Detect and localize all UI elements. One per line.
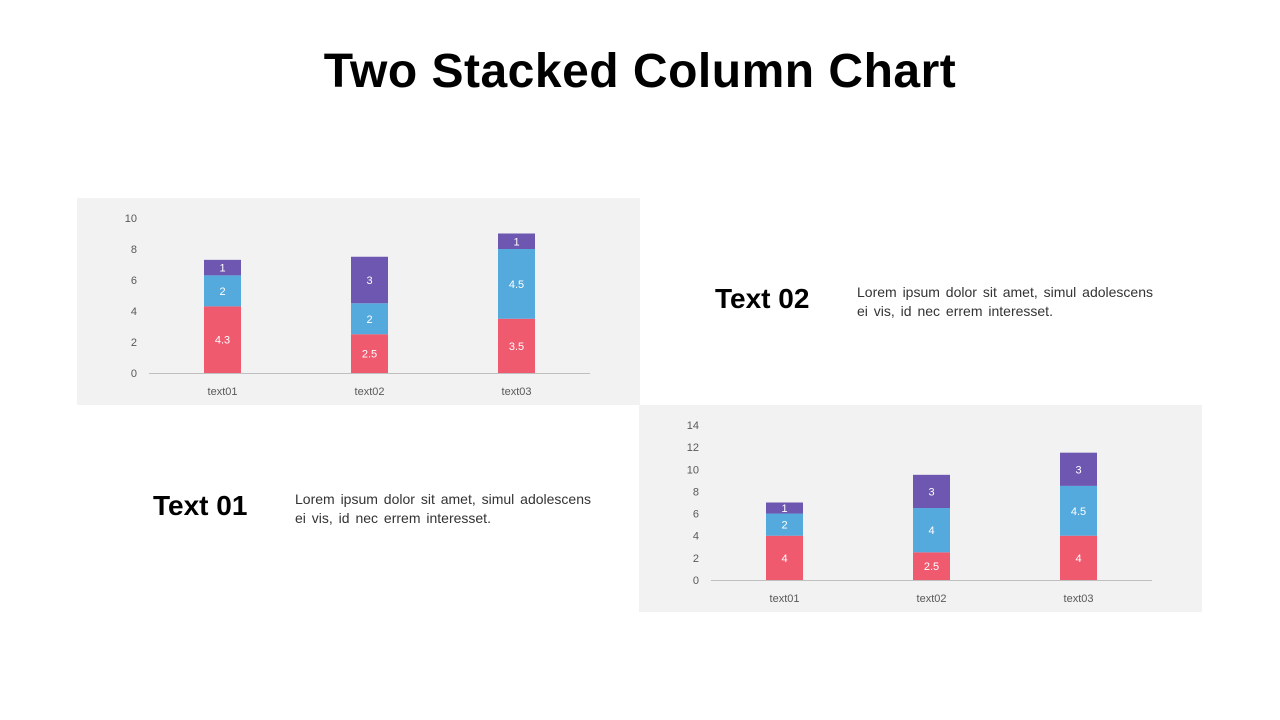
data-label: 2.5: [362, 349, 377, 361]
y-tick-label: 14: [687, 420, 699, 432]
bar-segment: [766, 535, 803, 580]
x-category-label: text02: [917, 593, 947, 605]
bar-segment: [204, 275, 241, 307]
data-label: 4.5: [1071, 506, 1086, 518]
data-label: 2: [219, 286, 225, 298]
bar-segment: [913, 474, 950, 509]
y-tick-label: 2: [131, 337, 137, 349]
chart-1-svg: 0 2 4 6 8 10 4.3 2 1 text01 2.5 2 3 text02 3.5 4.5 1 text…: [125, 213, 590, 398]
data-label: 1: [219, 263, 225, 275]
y-tick-label: 6: [693, 509, 699, 521]
data-label: 2.5: [924, 561, 939, 573]
data-label: 3.5: [509, 341, 524, 353]
x-category-label: text03: [502, 386, 532, 398]
y-tick-label: 0: [131, 368, 137, 380]
data-label: 2: [781, 520, 787, 532]
x-category-label: text01: [770, 593, 800, 605]
y-tick-label: 4: [693, 531, 699, 543]
y-tick-label: 4: [131, 306, 137, 318]
data-label: 4: [928, 525, 934, 537]
data-label: 4: [781, 553, 787, 565]
bar-segment: [498, 233, 535, 249]
y-tick-label: 10: [687, 464, 699, 476]
y-tick-label: 6: [131, 275, 137, 287]
chart-2-svg: 0 2 4 6 8 10 12 14 4 2 1 text01 2.5 4 3 text02 4 4.5 3 text…: [687, 420, 1152, 605]
data-label: 3: [366, 275, 372, 287]
bar-segment: [204, 306, 241, 373]
bar-segment: [351, 303, 388, 335]
bar-segment: [351, 334, 388, 373]
bar-segment: [1060, 485, 1097, 536]
section-body-text-02: Lorem ipsum dolor sit amet, simul adoles…: [857, 284, 1154, 319]
x-category-label: text01: [208, 386, 238, 398]
data-label: 3: [928, 486, 934, 498]
bar-segment: [766, 502, 803, 514]
data-label: 2: [366, 314, 372, 326]
bar-segment: [498, 249, 535, 319]
x-category-label: text02: [355, 386, 385, 398]
stacked-column-chart-1: 0 2 4 6 8 10 4.3 2 1 text01 2.5 2 3 text02 3.5 4.5 1 text…: [77, 198, 640, 405]
y-tick-label: 8: [131, 244, 137, 256]
data-label: 1: [513, 236, 519, 248]
data-label: 4: [1075, 553, 1081, 565]
data-label: 3: [1075, 464, 1081, 476]
page-title: Two Stacked Column Chart: [323, 45, 957, 98]
bar-segment: [1060, 535, 1097, 580]
bar-segment: [498, 318, 535, 373]
data-label: 4.5: [509, 279, 524, 291]
y-tick-label: 10: [125, 213, 137, 225]
y-tick-label: 12: [687, 442, 699, 454]
bar-segment: [351, 256, 388, 304]
x-category-label: text03: [1064, 593, 1094, 605]
bar-segment: [204, 259, 241, 276]
section-heading-text-01: Text 01: [153, 490, 248, 521]
bar-segment: [1060, 452, 1097, 486]
bar-segment: [913, 552, 950, 580]
y-tick-label: 0: [693, 575, 699, 587]
section-heading-text-02: Text 02: [715, 283, 810, 314]
data-label: 4.3: [215, 335, 230, 347]
data-label: 1: [781, 503, 787, 515]
y-tick-label: 8: [693, 486, 699, 498]
stacked-column-chart-2: 0 2 4 6 8 10 12 14 4 2 1 text01 2.5 4 3 text02 4 4.5 3 text…: [639, 405, 1202, 612]
bar-segment: [913, 508, 950, 553]
section-body-text-01: Lorem ipsum dolor sit amet, simul adoles…: [295, 491, 592, 526]
bar-segment: [766, 513, 803, 536]
y-tick-label: 2: [693, 553, 699, 565]
